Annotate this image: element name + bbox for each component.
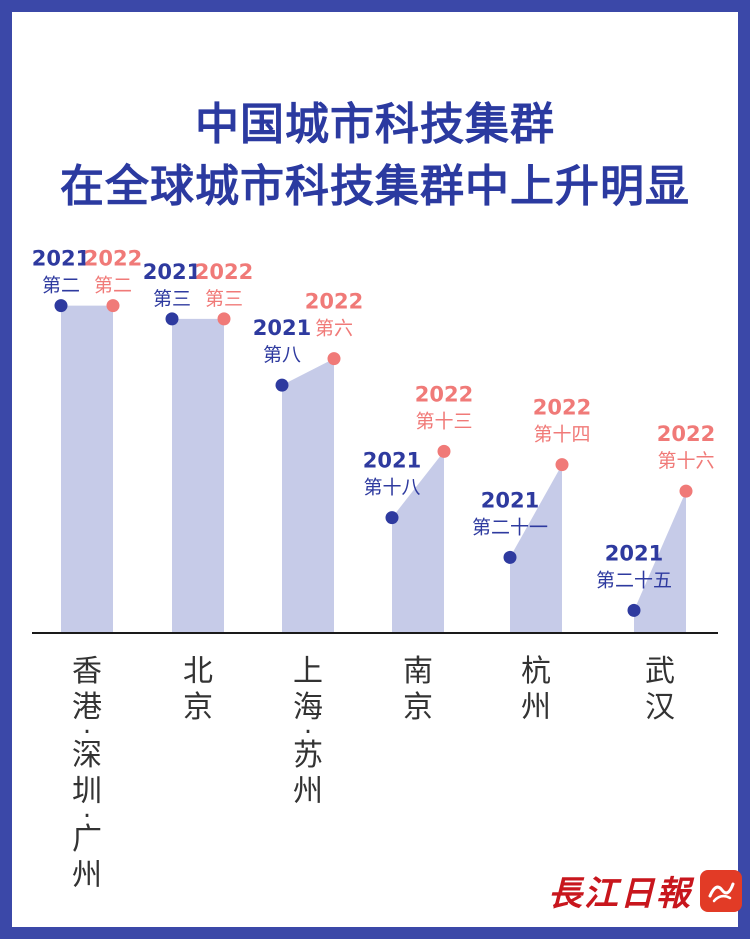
label-year-2022-5: 2022	[657, 422, 715, 446]
label-rank-2021-5: 第二十五	[596, 569, 672, 591]
newspaper-logo: 長江日報	[548, 866, 742, 915]
label-rank-2022-5: 第十六	[657, 450, 714, 472]
label-rank-2021-3: 第十八	[363, 477, 420, 499]
label-year-2022-4: 2022	[533, 396, 591, 420]
point-2021-0	[54, 299, 68, 313]
label-rank-2022-4: 第十四	[533, 424, 590, 446]
area-4	[510, 464, 562, 633]
label-rank-2021-0: 第二	[42, 275, 80, 297]
label-year-2021-3: 2021	[363, 449, 421, 473]
point-2021-4	[503, 550, 517, 564]
label-year-2021-5: 2021	[605, 541, 663, 565]
chart-title-line1: 中国城市科技集群	[195, 99, 555, 150]
category-label-1: 北京	[183, 654, 213, 725]
label-rank-2022-2: 第六	[315, 318, 353, 340]
category-label-4: 杭州	[521, 654, 551, 725]
category-label-0: 香港‧深圳‧广州	[72, 654, 102, 893]
label-rank-2022-0: 第二	[94, 275, 132, 297]
label-year-2021-1: 2021	[143, 260, 201, 284]
point-2021-3	[385, 511, 399, 525]
label-year-2021-0: 2021	[32, 247, 90, 271]
point-2021-1	[165, 312, 179, 326]
label-rank-2022-3: 第十三	[415, 410, 472, 432]
category-label-5: 武汉	[645, 654, 675, 725]
label-rank-2022-1: 第三	[205, 288, 243, 310]
label-year-2021-4: 2021	[481, 488, 539, 512]
label-year-2022-2: 2022	[305, 290, 363, 314]
point-2022-1	[217, 312, 231, 326]
chart-title-line2: 在全球城市科技集群中上升明显	[60, 161, 690, 212]
label-rank-2021-2: 第八	[263, 344, 301, 366]
point-2021-5	[627, 603, 641, 617]
point-2022-0	[106, 299, 120, 313]
point-2022-5	[679, 484, 693, 498]
point-2022-3	[437, 444, 451, 458]
label-year-2022-3: 2022	[415, 382, 473, 406]
label-year-2021-2: 2021	[253, 316, 311, 340]
category-label-2: 上海‧苏州	[293, 654, 323, 809]
label-year-2022-1: 2022	[195, 260, 253, 284]
newspaper-logo-text: 長江日報	[548, 874, 692, 914]
area-2	[282, 358, 334, 633]
area-5	[634, 491, 686, 633]
point-2021-2	[275, 378, 289, 392]
area-1	[172, 318, 224, 633]
dawu-badge-icon	[700, 869, 742, 912]
point-2022-2	[327, 352, 341, 366]
label-rank-2021-1: 第三	[153, 288, 191, 310]
point-2022-4	[555, 458, 569, 472]
label-year-2022-0: 2022	[84, 247, 142, 271]
chart-card	[12, 12, 738, 927]
category-label-3: 南京	[403, 654, 433, 725]
label-rank-2021-4: 第二十一	[472, 516, 548, 538]
area-3	[392, 451, 444, 633]
area-0	[61, 305, 113, 633]
